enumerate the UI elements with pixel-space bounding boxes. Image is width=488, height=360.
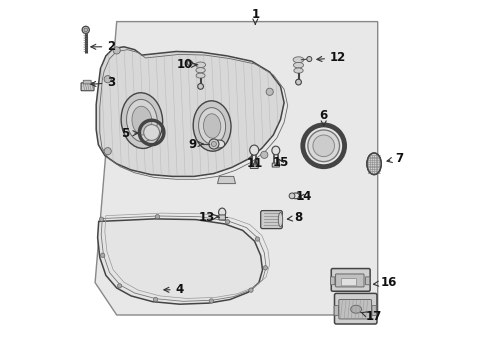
- FancyBboxPatch shape: [330, 269, 369, 291]
- Polygon shape: [95, 22, 377, 315]
- Circle shape: [211, 141, 216, 147]
- Circle shape: [197, 84, 203, 89]
- Text: 12: 12: [316, 51, 346, 64]
- Circle shape: [306, 57, 311, 62]
- FancyBboxPatch shape: [83, 80, 91, 84]
- Text: 7: 7: [386, 152, 403, 165]
- Polygon shape: [98, 219, 262, 304]
- Circle shape: [209, 299, 213, 303]
- Circle shape: [295, 79, 301, 85]
- Circle shape: [208, 139, 219, 149]
- Circle shape: [260, 151, 267, 158]
- Circle shape: [99, 217, 103, 221]
- Text: 17: 17: [360, 310, 382, 323]
- Ellipse shape: [198, 108, 225, 144]
- FancyBboxPatch shape: [260, 211, 282, 229]
- Ellipse shape: [196, 68, 205, 73]
- Circle shape: [248, 288, 253, 292]
- FancyBboxPatch shape: [250, 164, 258, 168]
- Ellipse shape: [213, 140, 224, 148]
- Circle shape: [312, 135, 334, 157]
- Ellipse shape: [293, 62, 303, 68]
- FancyBboxPatch shape: [335, 274, 363, 287]
- Ellipse shape: [121, 93, 163, 148]
- Polygon shape: [217, 176, 235, 184]
- Text: 13: 13: [198, 211, 218, 224]
- FancyBboxPatch shape: [338, 300, 371, 319]
- Text: 4: 4: [163, 283, 183, 296]
- Text: 11: 11: [246, 157, 263, 170]
- Text: 15: 15: [272, 156, 288, 168]
- Ellipse shape: [350, 305, 361, 313]
- FancyBboxPatch shape: [272, 163, 279, 167]
- Circle shape: [153, 297, 158, 302]
- Ellipse shape: [249, 145, 258, 155]
- Ellipse shape: [193, 101, 230, 151]
- Text: 9: 9: [188, 138, 203, 150]
- Circle shape: [101, 253, 104, 257]
- FancyBboxPatch shape: [81, 83, 94, 91]
- Text: 1: 1: [251, 8, 259, 24]
- Ellipse shape: [291, 193, 299, 199]
- Text: 8: 8: [287, 211, 302, 224]
- Circle shape: [255, 237, 259, 241]
- Text: 2: 2: [91, 40, 115, 53]
- Circle shape: [113, 47, 120, 54]
- Ellipse shape: [278, 212, 282, 227]
- Circle shape: [117, 284, 122, 288]
- Ellipse shape: [196, 73, 204, 78]
- Circle shape: [84, 28, 87, 32]
- Ellipse shape: [126, 99, 157, 142]
- Ellipse shape: [366, 153, 381, 175]
- FancyBboxPatch shape: [341, 279, 356, 286]
- Ellipse shape: [203, 114, 220, 138]
- Ellipse shape: [195, 62, 205, 68]
- Circle shape: [265, 88, 273, 95]
- FancyBboxPatch shape: [330, 277, 334, 285]
- Ellipse shape: [271, 146, 279, 155]
- FancyBboxPatch shape: [219, 215, 225, 220]
- Circle shape: [143, 125, 159, 140]
- Circle shape: [187, 60, 192, 66]
- FancyBboxPatch shape: [371, 306, 375, 315]
- FancyBboxPatch shape: [334, 293, 376, 324]
- Circle shape: [82, 26, 89, 33]
- Polygon shape: [96, 47, 284, 176]
- Ellipse shape: [132, 106, 152, 135]
- Circle shape: [288, 193, 294, 199]
- FancyBboxPatch shape: [365, 277, 369, 285]
- Ellipse shape: [293, 68, 303, 73]
- Ellipse shape: [292, 57, 303, 63]
- Circle shape: [104, 76, 111, 83]
- Text: 14: 14: [295, 190, 311, 203]
- Circle shape: [155, 215, 159, 219]
- Text: 5: 5: [121, 127, 138, 140]
- Ellipse shape: [218, 208, 225, 217]
- Circle shape: [104, 148, 111, 155]
- Circle shape: [263, 266, 267, 270]
- Text: 6: 6: [319, 109, 327, 126]
- Circle shape: [307, 130, 339, 162]
- Text: 3: 3: [91, 76, 115, 89]
- FancyBboxPatch shape: [333, 306, 338, 315]
- Text: 16: 16: [373, 276, 396, 289]
- Circle shape: [225, 220, 229, 224]
- Text: 10: 10: [177, 58, 196, 71]
